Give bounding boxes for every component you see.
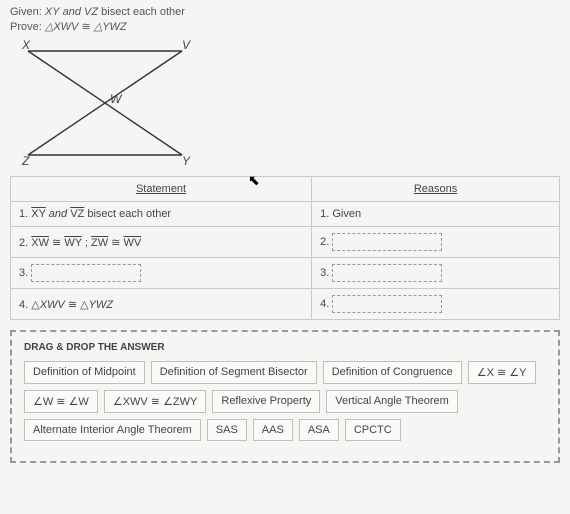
reason-drop-slot[interactable] [332, 233, 442, 251]
svg-text:W: W [110, 92, 123, 106]
answer-tile[interactable]: ASA [299, 419, 339, 441]
table-row: 3. 3. [11, 258, 560, 289]
svg-text:X: X [21, 38, 31, 52]
prove-line: Prove: △XWV ≅ △YWZ [10, 20, 560, 33]
prove-cong: ≅ [81, 21, 93, 33]
proof-table: Statement Reasons 1. XY and VZ bisect ea… [10, 176, 560, 320]
given-prefix: Given: [10, 6, 45, 18]
answer-bank-title: DRAG & DROP THE ANSWER [24, 342, 546, 353]
answer-tile[interactable]: Definition of Midpoint [24, 361, 145, 384]
prove-prefix: Prove: [10, 21, 45, 33]
given-seg2: VZ [84, 6, 98, 18]
answer-tile[interactable]: ∠X ≅ ∠Y [468, 361, 536, 384]
answer-tile[interactable]: SAS [207, 419, 247, 441]
answer-tile[interactable]: Reflexive Property [212, 390, 320, 413]
triangle-diagram: X V Z Y W [10, 37, 560, 170]
answer-tile[interactable]: Alternate Interior Angle Theorem [24, 419, 201, 441]
answer-tile[interactable]: AAS [253, 419, 293, 441]
prove-tri1: XWV [53, 21, 78, 33]
statement-cell: 4. △XWV ≅ △YWZ [11, 289, 312, 320]
prove-tri2: YWZ [102, 21, 126, 33]
answer-tile[interactable]: Definition of Congruence [323, 361, 462, 384]
statement-drop-slot[interactable] [31, 264, 141, 282]
answer-tile[interactable]: Vertical Angle Theorem [326, 390, 458, 413]
answer-tile[interactable]: CPCTC [345, 419, 401, 441]
statement-cell: 1. XY and VZ bisect each other [11, 202, 312, 227]
svg-text:Y: Y [182, 154, 191, 167]
table-row: 1. XY and VZ bisect each other1. Given [11, 202, 560, 227]
table-row: 2. XW ≅ WY ; ZW ≅ WV2. [11, 227, 560, 258]
reason-drop-slot[interactable] [332, 295, 442, 313]
svg-text:Z: Z [21, 154, 30, 167]
statement-cell: 3. [11, 258, 312, 289]
diagram-svg: X V Z Y W [10, 37, 200, 167]
svg-text:V: V [182, 38, 191, 52]
tile-row: Definition of Midpoint Definition of Segm… [24, 361, 546, 384]
given-line: Given: XY and VZ bisect each other [10, 6, 560, 18]
reason-cell: 3. [312, 258, 560, 289]
answer-tile[interactable]: ∠XWV ≅ ∠ZWY [104, 390, 207, 413]
answer-tile[interactable]: ∠W ≅ ∠W [24, 390, 98, 413]
reason-cell: 1. Given [312, 202, 560, 227]
col-header-reasons: Reasons [312, 177, 560, 202]
statement-cell: 2. XW ≅ WY ; ZW ≅ WV [11, 227, 312, 258]
given-rest: bisect each other [101, 6, 185, 18]
given-and: and [63, 6, 84, 18]
col-header-statement: Statement [11, 177, 312, 202]
reason-drop-slot[interactable] [332, 264, 442, 282]
given-seg1: XY [45, 6, 60, 18]
table-row: 4. △XWV ≅ △YWZ4. [11, 289, 560, 320]
answer-bank: DRAG & DROP THE ANSWER Definition of Mid… [10, 330, 560, 463]
tile-row: Alternate Interior Angle Theorem SAS AAS AS… [24, 419, 546, 441]
reason-cell: 4. [312, 289, 560, 320]
tile-row: ∠W ≅ ∠W ∠XWV ≅ ∠ZWYReflexive Property Vert… [24, 390, 546, 413]
reason-cell: 2. [312, 227, 560, 258]
answer-tile[interactable]: Definition of Segment Bisector [151, 361, 317, 384]
